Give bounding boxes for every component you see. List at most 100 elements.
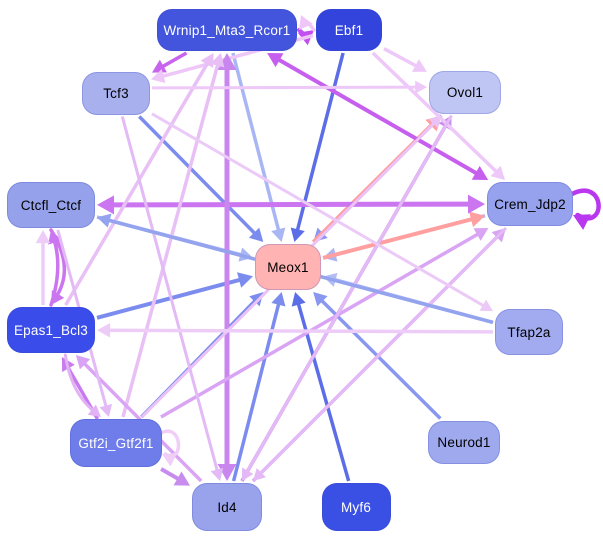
edge-line	[244, 114, 453, 475]
edge-tfap2a-epas1	[97, 322, 494, 338]
edge-arrowhead	[271, 227, 286, 242]
node-epas1[interactable]: Epas1_Bcl3	[7, 307, 95, 353]
edge-arrowhead	[99, 403, 113, 417]
edge-arrowhead-back	[267, 53, 284, 68]
edge-arrowhead	[75, 355, 91, 370]
edge-line	[137, 115, 259, 237]
edge-tcf3-meox1	[137, 115, 264, 242]
edge-epas1-ctcfl	[48, 230, 62, 307]
edge-neurod1-meox1	[313, 292, 442, 420]
edge-line	[49, 236, 60, 307]
self-loop-line	[569, 188, 601, 221]
node-tfap2a[interactable]: Tfap2a	[495, 309, 563, 355]
edge-arrowhead	[237, 272, 253, 288]
node-wrnip1[interactable]: Wrnip1_Mta3_Rcor1	[157, 9, 297, 51]
edge-epas1-wrnip1	[64, 53, 214, 306]
edge-arrowhead	[87, 404, 102, 417]
edge-crem-id4	[253, 226, 508, 481]
node-ebf1[interactable]: Ebf1	[316, 9, 382, 51]
edge-wrnip1-tcf3	[152, 51, 188, 73]
edge-line	[159, 51, 188, 70]
edge-arrowhead	[428, 115, 442, 129]
edge-line	[318, 297, 442, 420]
node-label: Tfap2a	[507, 324, 551, 340]
edge-crem-crem	[569, 188, 601, 230]
edge-arrowhead	[313, 292, 328, 307]
edge-arrowhead	[249, 292, 264, 307]
edge-gtf2i-wrnip1	[121, 53, 225, 418]
edge-line	[151, 112, 487, 309]
edge-line	[63, 353, 97, 414]
edge-gtf2i-crem	[160, 228, 489, 419]
edge-epas1-gtf2i	[63, 353, 102, 417]
edge-meox1-crem	[322, 211, 485, 260]
node-label: Id4	[217, 499, 237, 515]
edge-arrowhead	[152, 59, 167, 73]
edge-arrowhead	[471, 165, 489, 180]
edge-line	[371, 51, 500, 175]
edge-arrowhead	[210, 53, 225, 68]
edge-arrowhead	[469, 211, 485, 228]
node-label: Neurod1	[437, 434, 491, 450]
node-tcf3[interactable]: Tcf3	[82, 71, 150, 115]
edge-arrowhead	[210, 467, 224, 481]
edge-tcf3-tfap2a	[151, 112, 493, 312]
edge-arrowhead	[253, 468, 266, 481]
node-gtf2i[interactable]: Gtf2i_Gtf2f1	[70, 419, 162, 467]
node-label: Myf6	[340, 499, 372, 515]
edge-line	[120, 116, 220, 474]
edge-arrowhead	[173, 471, 190, 486]
node-ctcfl[interactable]: Ctcfl_Ctcf	[7, 182, 95, 228]
edge-ovol1-id4	[241, 114, 453, 481]
edge-line	[383, 47, 420, 69]
edge-arrowhead-back	[97, 195, 115, 215]
edge-line	[160, 231, 482, 419]
node-label: Wrnip1_Mta3_Rcor1	[163, 22, 291, 38]
edge-ebf1-crem	[371, 51, 506, 180]
edge-arrowhead	[97, 322, 111, 338]
edge-line	[274, 56, 481, 177]
edge-arrowhead	[248, 227, 264, 242]
edge-line	[64, 60, 211, 306]
edge-arrowhead	[241, 467, 254, 481]
node-myf6[interactable]: Myf6	[321, 483, 391, 531]
edge-arrowhead	[200, 53, 214, 68]
edge-arrowhead	[271, 292, 286, 307]
node-label: Ebf1	[334, 22, 364, 38]
edge-ctcfl-crem	[97, 194, 485, 215]
edge-gtf2i-gtf2i	[159, 429, 181, 467]
edge-arrowhead	[479, 299, 493, 312]
edge-tcf3-ovol1	[151, 80, 427, 94]
edge-arrowhead	[415, 80, 427, 94]
node-label: Ovol1	[446, 84, 484, 100]
edge-arrowhead	[299, 15, 313, 30]
edge-arrowhead	[467, 194, 485, 214]
edge-ebf1-ovol1	[383, 47, 427, 72]
edge-arrowhead	[291, 292, 306, 307]
edge-arrowhead	[412, 59, 427, 72]
node-crem[interactable]: Crem_Jdp2	[487, 182, 573, 226]
edge-epas1-ctcfl	[35, 230, 51, 305]
node-label: Crem_Jdp2	[494, 196, 566, 212]
node-ovol1[interactable]: Ovol1	[429, 70, 501, 114]
edge-line	[151, 85, 419, 90]
node-label: Gtf2i_Gtf2f1	[78, 435, 154, 451]
edge-wrnip1-crem	[267, 53, 489, 180]
node-meox1[interactable]: Meox1	[255, 244, 321, 290]
node-label: Epas1_Bcl3	[13, 322, 89, 338]
edge-arrowhead	[97, 213, 112, 228]
edge-wrnip1-meox1	[231, 52, 286, 242]
self-loop-arrowhead	[573, 214, 591, 230]
edge-arrowhead	[490, 165, 506, 180]
edge-gtf2i-id4	[160, 467, 190, 486]
edge-line	[121, 61, 221, 418]
node-neurod1[interactable]: Neurod1	[428, 420, 500, 464]
edge-wrnip1-id4	[217, 53, 237, 481]
edge-tcf3-id4	[120, 116, 224, 481]
self-loop-arrowhead	[162, 453, 177, 467]
edge-arrowhead	[290, 227, 305, 242]
edge-line	[257, 226, 508, 477]
node-id4[interactable]: Id4	[192, 483, 262, 531]
